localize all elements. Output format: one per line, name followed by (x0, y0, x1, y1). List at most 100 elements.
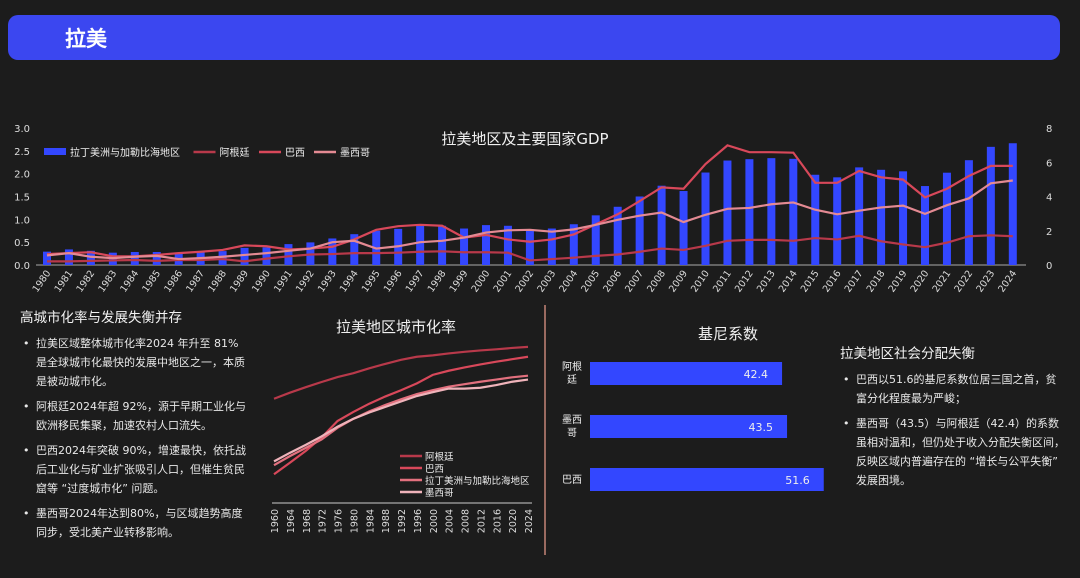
gdp-line-阿根廷 (47, 234, 1013, 263)
x-axis-tick: 1991 (272, 268, 295, 294)
x-axis-tick: 2021 (931, 268, 954, 294)
gdp-bar (1008, 143, 1017, 265)
x-axis-tick: 2007 (623, 268, 646, 294)
gdp-bar (723, 160, 732, 265)
gdp-bar (877, 169, 886, 265)
x-axis-tick: 2018 (865, 268, 888, 294)
gdp-bar (130, 251, 139, 265)
gdp-bar (482, 225, 490, 265)
x-axis-tick: 1976 (334, 509, 345, 533)
x-axis-tick: 2017 (843, 268, 866, 294)
x-axis-tick: 1997 (404, 268, 427, 294)
gdp-line-巴西 (46, 144, 1013, 258)
gdp-bar (591, 215, 600, 265)
x-axis-tick: 2022 (952, 268, 975, 294)
x-axis-tick: 1987 (184, 268, 207, 294)
x-axis-tick: 1982 (74, 268, 97, 294)
x-axis-tick: 2012 (476, 509, 487, 533)
gini-value-label: 42.4 (744, 368, 769, 381)
x-axis-tick: 1980 (349, 509, 360, 533)
x-axis-tick: 2009 (667, 268, 690, 294)
gdp-bar (986, 146, 995, 265)
gdp-bar (503, 225, 512, 265)
right-axis-tick: 2 (1046, 227, 1052, 238)
x-axis-tick: 1985 (140, 268, 163, 294)
gdp-bar (789, 158, 798, 265)
gini-bar (590, 468, 824, 491)
left-text-title: 高城市化率与发展失衡并存 (20, 310, 182, 326)
gdp-bar (833, 177, 842, 265)
legend-label: 墨西哥 (425, 488, 454, 499)
x-axis-tick: 2016 (821, 268, 844, 294)
gdp-bar (657, 185, 666, 265)
bullet-item: 墨西哥（43.5）与阿根廷（42.4）的系数虽相对温和，但仍处于收入分配失衡区间… (840, 414, 1065, 490)
urban-line-阿根廷 (273, 345, 529, 400)
right-axis-tick: 8 (1046, 124, 1052, 135)
left-text-panel: 高城市化率与发展失衡并存 拉美区域整体城市化率2024 年升至 81% 是全球城… (20, 309, 250, 548)
x-axis-tick: 2016 (492, 509, 503, 533)
x-axis-tick: 1968 (302, 509, 313, 533)
x-axis-tick: 1990 (250, 268, 273, 294)
urban-line-拉丁美洲与加勒比海地区 (273, 374, 529, 467)
legend-label: 巴西 (425, 464, 444, 475)
x-axis-tick: 2003 (535, 268, 558, 294)
gdp-bar (679, 191, 688, 265)
gini-category-label: 墨西 (562, 414, 582, 426)
x-axis-tick: 1992 (397, 509, 408, 533)
left-axis-tick: 3.0 (14, 124, 30, 135)
gdp-bar (855, 167, 864, 265)
gini-category-label: 哥 (567, 427, 577, 439)
legend-swatch (44, 148, 66, 155)
x-axis-tick: 2004 (557, 268, 580, 294)
x-axis-tick: 2024 (996, 268, 1019, 294)
left-axis-tick: 2.0 (14, 170, 30, 181)
gini-value-label: 43.5 (749, 421, 774, 434)
x-axis-tick: 2015 (799, 268, 822, 294)
gdp-bar (64, 249, 73, 265)
x-axis-tick: 2020 (909, 268, 932, 294)
right-text-panel: 拉美地区社会分配失衡 巴西以51.6的基尼系数位居三国之首，贫富分化程度最为严峻… (840, 345, 1065, 496)
bullet-item: 拉美区域整体城市化率2024 年升至 81% 是全球城市化最快的发展中地区之一，… (20, 334, 250, 391)
gdp-bar (86, 250, 95, 265)
gdp-bar (964, 160, 973, 265)
right-axis-tick: 4 (1046, 193, 1052, 204)
x-axis-tick: 1988 (206, 268, 229, 294)
gini-value-label: 51.6 (785, 474, 810, 487)
x-axis-tick: 2012 (733, 268, 756, 294)
gdp-bar (811, 174, 820, 265)
x-axis-tick: 2020 (508, 509, 519, 533)
x-axis-tick: 1972 (318, 509, 329, 533)
gini-chart-title: 基尼系数 (698, 325, 758, 343)
left-axis-tick: 1.0 (14, 215, 30, 226)
gdp-bar (569, 224, 578, 265)
gdp-bar (745, 159, 754, 265)
bullet-item: 阿根廷2024年超 92%，源于早期工业化与欧洲移民集聚，加速农村人口流失。 (20, 397, 250, 435)
gini-bar (590, 415, 788, 438)
x-axis-tick: 1988 (381, 509, 392, 533)
right-text-title: 拉美地区社会分配失衡 (840, 346, 975, 362)
gdp-bar (350, 234, 359, 265)
gini-category-label: 廷 (567, 374, 577, 386)
legend-label: 墨西哥 (340, 147, 370, 159)
gdp-bar (942, 172, 951, 265)
urban-chart-title: 拉美地区城市化率 (336, 318, 456, 336)
x-axis-tick: 1960 (270, 509, 281, 533)
gdp-bar (701, 172, 710, 265)
x-axis-tick: 1984 (365, 509, 376, 533)
x-axis-tick: 2001 (492, 268, 515, 294)
x-axis-tick: 2008 (461, 509, 472, 533)
gini-bar (590, 362, 783, 385)
x-axis-tick: 2006 (601, 268, 624, 294)
x-axis-tick: 2011 (711, 268, 734, 294)
left-axis-tick: 2.5 (14, 147, 30, 158)
x-axis-tick: 1996 (382, 268, 405, 294)
x-axis-tick: 2024 (524, 509, 535, 533)
gdp-bar (767, 158, 776, 265)
x-axis-tick: 1992 (294, 268, 317, 294)
gdp-bar (416, 225, 425, 265)
gdp-bar (43, 251, 51, 265)
page-title: 拉美 (65, 27, 107, 51)
x-axis-tick: 1998 (426, 268, 449, 294)
gdp-bar (438, 225, 447, 265)
